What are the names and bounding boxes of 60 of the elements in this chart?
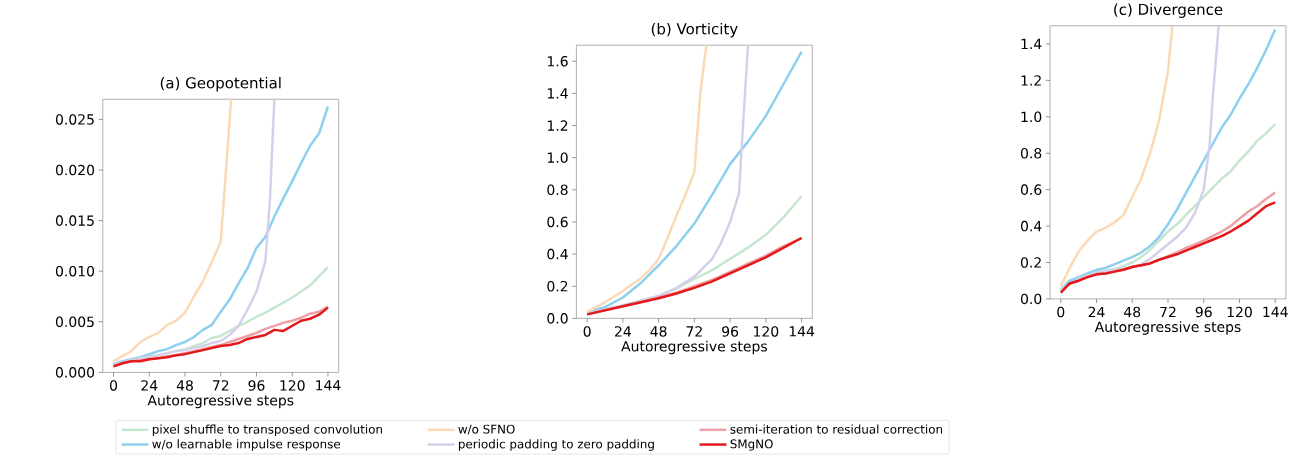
line-series [585,45,708,314]
x-tick-label: 72 [1160,306,1176,317]
legend-label: w/o learnable impulse response [152,439,341,451]
x-tick-label: 0 [109,380,118,391]
x-tick-label: 144 [316,380,341,391]
legend-label: w/o SFNO [458,424,515,435]
x-axis-title: Autoregressive steps [621,340,767,355]
legend-label: semi-iteration to residual correction [730,424,943,434]
x-axis-title: Autoregressive steps [1094,321,1241,335]
y-tick-label: 1.0 [1021,111,1042,122]
line-series [112,99,233,363]
y-tick-label: 0.020 [55,164,95,176]
y-tick-label: 0.005 [55,316,94,327]
y-tick-label: 1.0 [547,152,568,163]
y-tick-label: 0.2 [547,280,568,292]
y-tick-label: 0.8 [547,184,568,195]
x-tick-label: 96 [722,326,739,337]
y-tick-label: 0.4 [547,248,568,260]
legend-label: periodic padding to zero padding [458,439,654,451]
x-tick-label: 72 [213,380,229,391]
y-tick-label: 0.0 [547,312,568,324]
legend-label: pixel shuffle to transposed convolution [152,424,382,436]
y-tick-label: 0.6 [547,216,568,228]
chart-title: (a) Geopotential [160,76,281,92]
x-tick-label: 24 [141,380,158,391]
x-tick-label: 0 [1057,306,1065,318]
y-tick-label: 0.2 [1020,257,1041,268]
y-tick-label: 1.4 [547,88,568,99]
y-tick-label: 0.015 [55,215,94,226]
x-tick-label: 24 [1088,306,1105,317]
line-series [1059,25,1174,288]
line-series [112,99,276,366]
x-tick-label: 120 [1227,306,1252,318]
y-tick-label: 1.4 [1021,38,1042,49]
x-tick-label: 96 [248,380,265,391]
x-tick-label: 120 [280,380,305,391]
chart-title: (c) Divergence [1114,3,1223,18]
x-tick-label: 48 [176,380,193,391]
y-tick-label: 1.2 [547,120,568,131]
y-tick-label: 0.6 [1020,184,1042,195]
x-tick-label: 24 [615,326,631,337]
y-tick-label: 0.4 [1020,220,1042,232]
x-axis-title: Autoregressive steps [147,394,294,409]
y-tick-label: 1.6 [547,55,568,67]
y-tick-label: 0.8 [1020,147,1042,159]
y-tick-label: 0.000 [55,367,95,378]
x-tick-label: 144 [1263,306,1288,317]
x-tick-label: 96 [1195,306,1212,318]
x-tick-label: 72 [686,326,702,337]
legend-label: SMgNO [730,439,773,451]
y-tick-label: 0.010 [55,265,95,277]
chart-title: (b) Vorticity [651,22,738,38]
x-tick-label: 48 [650,326,667,337]
x-tick-label: 0 [583,326,591,337]
y-tick-label: 0.025 [55,114,94,125]
x-tick-label: 120 [754,326,779,337]
x-tick-label: 48 [1124,306,1141,318]
x-tick-label: 144 [789,326,815,337]
y-tick-label: 0.0 [1020,293,1042,305]
y-tick-label: 1.2 [1021,75,1041,86]
